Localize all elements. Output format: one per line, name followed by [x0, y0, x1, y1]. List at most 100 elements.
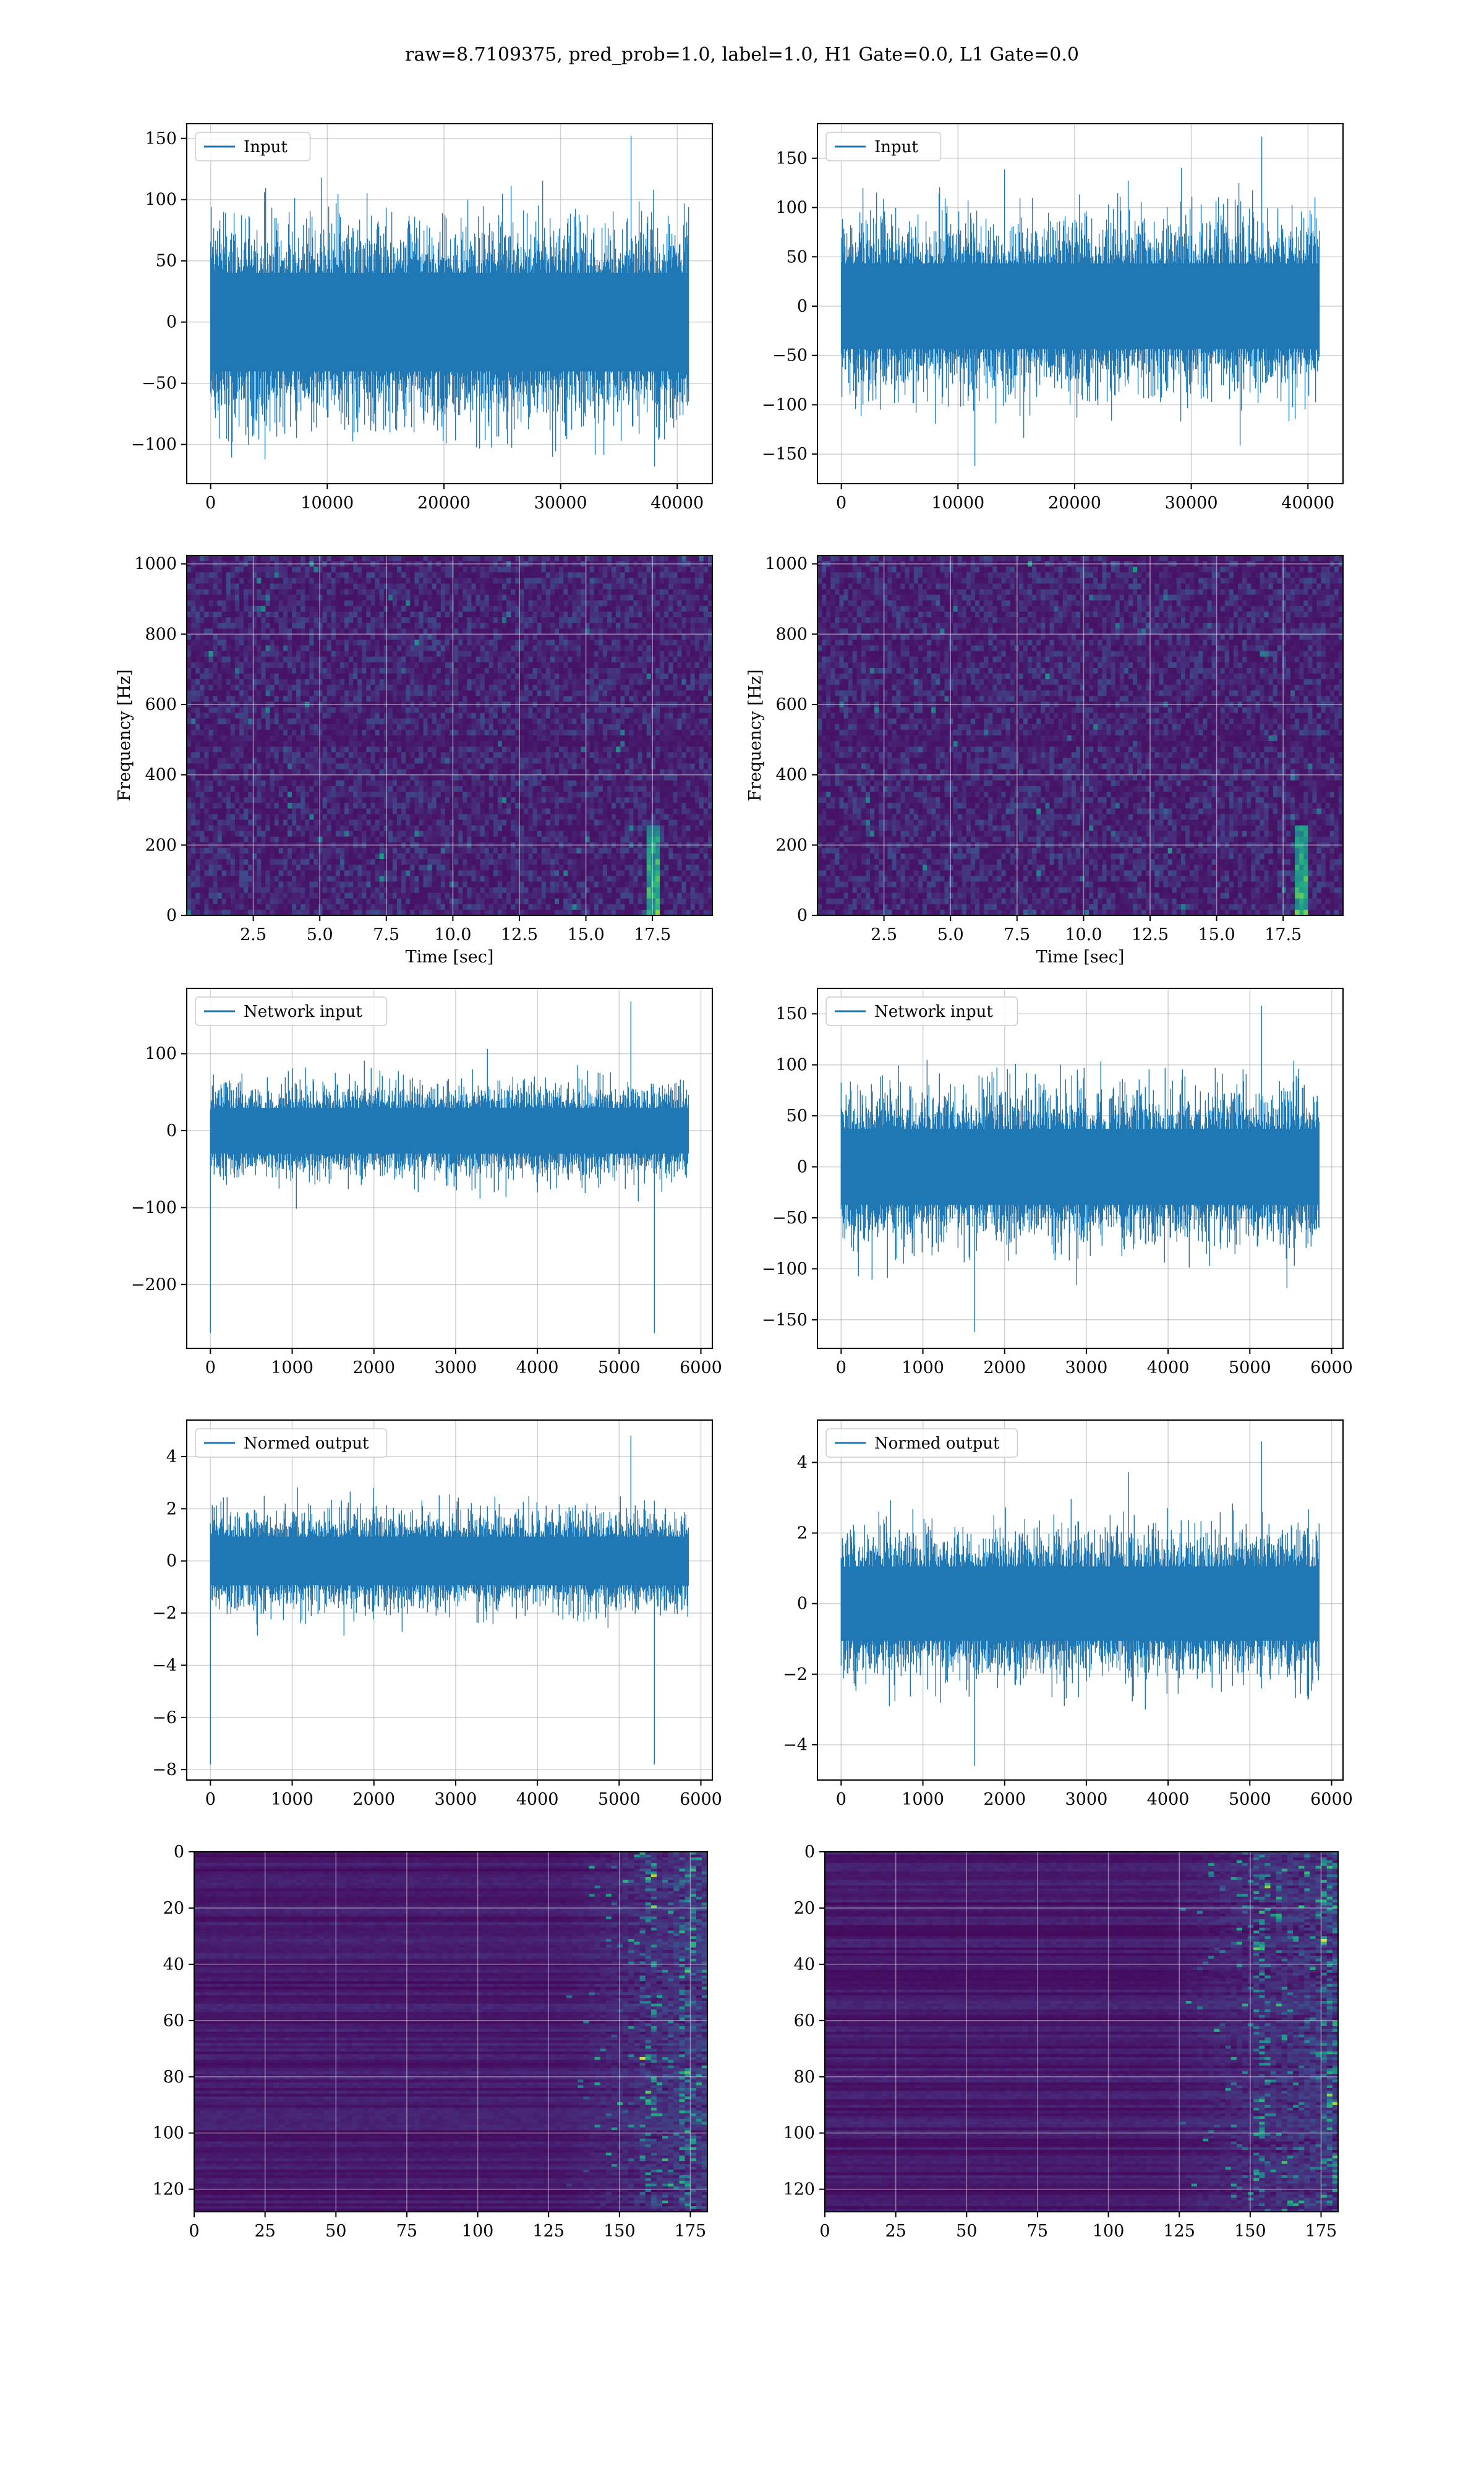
h1-spectrogram-cell — [239, 690, 244, 696]
h1-spectrogram-cell — [629, 775, 634, 781]
h1-spectrogram-cell — [419, 685, 424, 691]
h1-spectrogram-cell — [642, 634, 647, 640]
h1-spectrogram-cell — [695, 578, 700, 584]
h1-spectrogram-cell — [371, 741, 376, 747]
h1-spectrogram-cell — [555, 595, 560, 601]
h1-spectrogram-cell — [603, 646, 608, 652]
h1-spectrogram-cell — [406, 696, 411, 702]
h1-spectrogram-cell — [388, 769, 393, 776]
h1-spectrogram-cell — [651, 583, 656, 589]
h1-spectrogram-cell — [323, 617, 328, 623]
h1-spectrogram-cell — [555, 572, 560, 578]
h1-spectrogram-cell — [371, 758, 376, 764]
h1-spectrogram-cell — [668, 713, 673, 719]
h1-spectrogram-cell — [542, 690, 547, 696]
h1-spectrogram-cell — [349, 735, 354, 742]
h1-spectrogram-cell — [681, 730, 686, 736]
h1-spectrogram-cell — [647, 578, 652, 584]
h1-spectrogram-cell — [550, 617, 555, 623]
h1-spectrogram-cell — [704, 589, 709, 596]
h1-spectrogram-cell — [612, 713, 616, 719]
h1-spectrogram-cell — [187, 775, 192, 781]
h1-spectrogram-cell — [200, 769, 205, 776]
h1-spectrogram-cell — [336, 612, 341, 618]
h1-spectrogram-cell — [218, 763, 223, 769]
h1-spectrogram-cell — [266, 752, 271, 758]
h1-spectrogram-cell — [195, 662, 200, 669]
h1-spectrogram-cell — [542, 769, 547, 776]
h1-spectrogram-cell — [704, 634, 709, 640]
h1-spectrogram-cell — [257, 668, 262, 674]
h1-spectrogram-cell — [296, 674, 301, 680]
h1-spectrogram-cell — [393, 741, 398, 747]
h1-spectrogram-cell — [651, 747, 656, 753]
h1-spectrogram-cell — [603, 747, 608, 753]
h1-spectrogram-cell — [340, 735, 345, 742]
h1-spectrogram-cell — [437, 572, 441, 578]
h1-spectrogram-cell — [283, 606, 288, 612]
h1-spectrogram-cell — [331, 668, 336, 674]
h1-spectrogram-cell — [642, 735, 647, 742]
h1-spectrogram-cell — [647, 730, 652, 736]
h1-spectrogram-cell — [664, 617, 669, 623]
h1-spectrogram-cell — [502, 708, 507, 714]
h1-spectrogram-cell — [327, 640, 332, 646]
h1-spectrogram-cell — [463, 617, 467, 623]
h1-spectrogram-cell — [524, 567, 529, 573]
h1-spectrogram-cell — [235, 685, 240, 691]
h1-spectrogram-cell — [651, 741, 656, 747]
h1-spectrogram-cell — [506, 674, 511, 680]
h1-spectrogram-cell — [493, 685, 498, 691]
h1-spectrogram-cell — [647, 752, 652, 758]
h1-spectrogram-cell — [603, 708, 608, 714]
h1-spectrogram-cell — [244, 634, 249, 640]
h1-spectrogram-cell — [283, 758, 288, 764]
h1-spectrogram-cell — [463, 735, 467, 742]
h1-spectrogram-cell — [642, 679, 647, 685]
h1-spectrogram-cell — [366, 646, 371, 652]
h1-spectrogram-cell — [612, 781, 616, 787]
h1-spectrogram-cell — [677, 623, 682, 629]
h1-spectrogram-cell — [432, 775, 437, 781]
h1-spectrogram-cell — [213, 578, 218, 584]
h1-spectrogram-cell — [244, 730, 249, 736]
h1-spectrogram-cell — [261, 634, 266, 640]
h1-spectrogram-cell — [555, 674, 560, 680]
h1-spectrogram-cell — [506, 601, 511, 607]
h1-spectrogram-cell — [634, 578, 639, 584]
h1-spectrogram-cell — [445, 741, 450, 747]
h1-spectrogram-cell — [424, 713, 429, 719]
h1-spectrogram-cell — [691, 572, 696, 578]
h1-spectrogram-cell — [625, 662, 629, 669]
h1-spectrogram-cell — [424, 628, 429, 635]
h1-spectrogram-cell — [437, 651, 441, 657]
h1-spectrogram-cell — [559, 668, 564, 674]
h1-spectrogram-cell — [699, 690, 704, 696]
h1-spectrogram-cell — [305, 578, 310, 584]
h1-spectrogram-cell — [419, 646, 424, 652]
h1-spectrogram-cell — [660, 741, 665, 747]
h1-spectrogram-cell — [655, 730, 660, 736]
h1-spectrogram-cell — [485, 674, 490, 680]
h1-spectrogram-cell — [195, 735, 200, 742]
h1-spectrogram-cell — [673, 651, 678, 657]
h1-spectrogram-cell — [668, 674, 673, 680]
h1-spectrogram-cell — [261, 730, 266, 736]
h1-spectrogram-cell — [336, 583, 341, 589]
h1-input-xtick-label: 10000 — [301, 494, 354, 513]
h1-spectrogram-cell — [673, 623, 678, 629]
h1-spectrogram-cell — [397, 578, 402, 584]
h1-spectrogram-cell — [467, 567, 472, 573]
h1-spectrogram-cell — [651, 763, 656, 769]
h1-spectrogram-cell — [634, 741, 639, 747]
h1-spectrogram-cell — [524, 763, 529, 769]
h1-spectrogram-cell — [677, 758, 682, 764]
h1-spectrogram-cell — [485, 696, 490, 702]
h1-spectrogram-cell — [563, 763, 568, 769]
h1-spectrogram-cell — [218, 730, 223, 736]
h1-spectrogram-cell — [458, 775, 463, 781]
h1-spectrogram-cell — [445, 775, 450, 781]
l1-input-legend: Input — [826, 132, 941, 161]
h1-spectrogram-cell — [323, 612, 328, 618]
h1-spectrogram-cell — [445, 628, 450, 635]
